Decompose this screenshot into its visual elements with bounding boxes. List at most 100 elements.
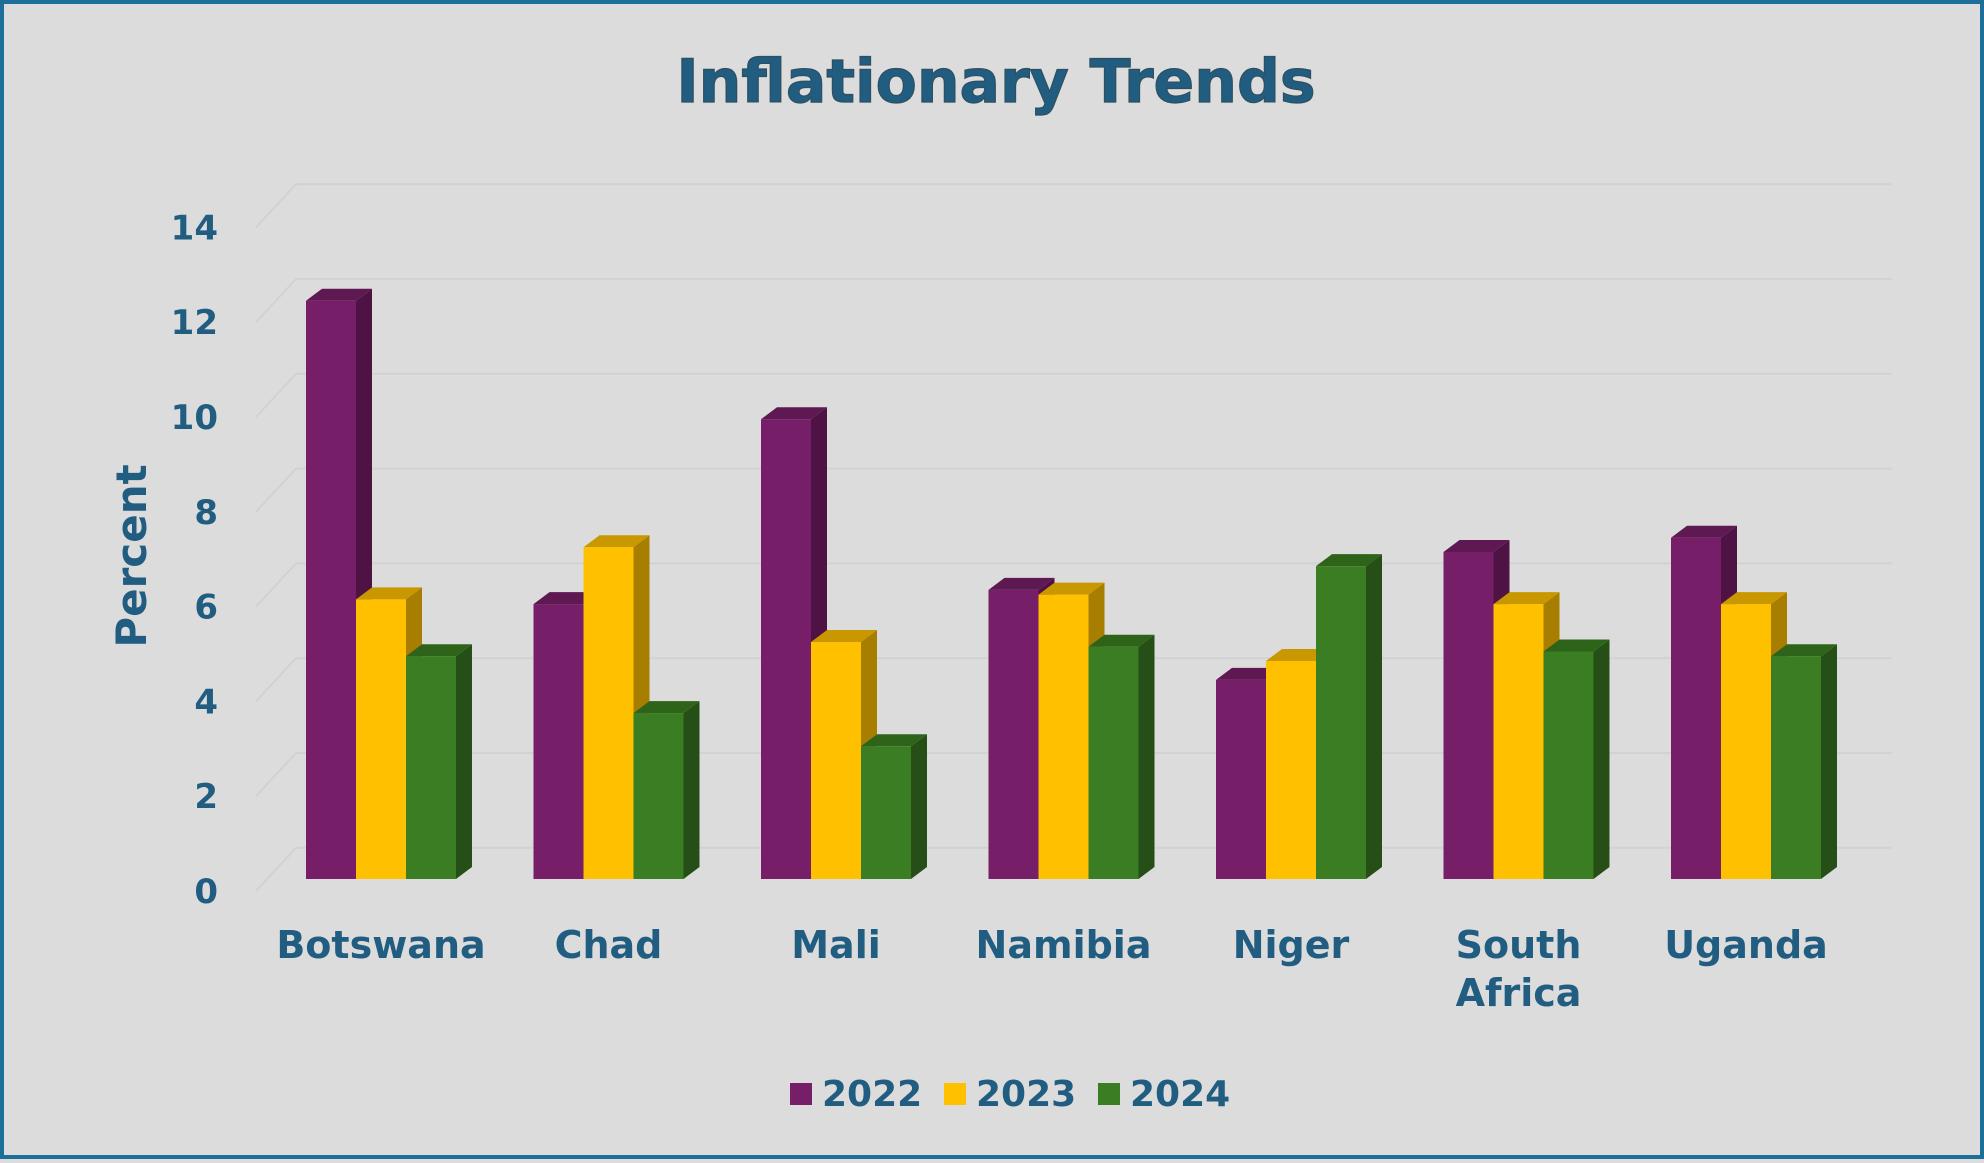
gridline-diagonal [255, 373, 297, 418]
bar-front [1316, 566, 1366, 879]
x-tick-label: Botswana [276, 923, 485, 967]
bar-top [811, 630, 877, 642]
gridline-diagonal [255, 847, 297, 892]
bar-top [988, 577, 1055, 590]
legend-item-2024: 2024 [1098, 1074, 1230, 1115]
bar-front [1771, 656, 1821, 879]
bar-front [583, 547, 634, 879]
bar-side [456, 644, 472, 879]
y-axis-ticks: 0 2 4 6 8 10 12 14 [171, 208, 218, 912]
bar-side [683, 701, 700, 879]
gridline-diagonal [255, 657, 297, 703]
gridline-diagonal [255, 752, 297, 797]
bar-top [1266, 648, 1332, 661]
x-tick-label-line: Africa [1456, 971, 1582, 1015]
bar-2024-mali [861, 734, 927, 879]
bar-side [1593, 639, 1610, 879]
chart-title: Inflationary Trends [676, 47, 1315, 117]
y-tick-label: 14 [171, 208, 218, 248]
bar-front [811, 642, 861, 879]
x-axis-ticks: Botswana Chad Mali Namibia Niger South Africa U… [276, 923, 1827, 1015]
bar-front [761, 419, 811, 879]
bar-front [1216, 679, 1266, 879]
x-tick-label: Uganda [1664, 923, 1828, 967]
bar-top [1771, 644, 1837, 657]
bar-top [1493, 592, 1560, 605]
x-tick-label-line: Mali [791, 923, 881, 967]
bar-top [356, 587, 422, 600]
x-tick-label-line: Chad [555, 923, 663, 967]
bar-front [1266, 660, 1316, 879]
y-tick-label: 12 [171, 303, 218, 343]
legend: 2022 2023 2024 [790, 1074, 1230, 1115]
bar-top [1671, 525, 1737, 538]
bar-2024-niger [1316, 554, 1382, 879]
y-tick-label: 2 [194, 777, 218, 817]
y-tick-label: 0 [194, 872, 218, 912]
legend-label: 2023 [976, 1074, 1076, 1115]
bar-front [1088, 646, 1139, 879]
bar-top [583, 535, 650, 548]
bar-front [1721, 604, 1771, 879]
bar-top [861, 734, 927, 747]
y-tick-label: 4 [194, 682, 218, 722]
bar-2024-botswana [406, 644, 472, 879]
bar-front [406, 656, 456, 879]
bars [306, 288, 1837, 880]
bar-top [1216, 667, 1282, 680]
chart-canvas: 0 2 4 6 8 10 12 14 Botswana Chad Mali Namibia Niger… [107, 46, 1892, 1115]
x-tick-label-line: Niger [1233, 923, 1350, 967]
bar-side [1366, 554, 1382, 879]
bar-2024-namibia [1088, 634, 1155, 879]
bar-front [1543, 651, 1594, 879]
bar-front [533, 604, 584, 879]
x-tick-label: Mali [791, 923, 881, 967]
x-tick-label: South Africa [1456, 923, 1582, 1015]
bar-top [533, 592, 600, 605]
bar-top [1721, 592, 1787, 605]
bar-top [1543, 639, 1610, 652]
legend-swatch [790, 1083, 812, 1105]
legend-item-2023: 2023 [944, 1074, 1076, 1115]
bar-2024-south-africa [1543, 639, 1610, 879]
bar-top [1088, 634, 1155, 647]
bar-front [633, 713, 684, 879]
legend-swatch [1098, 1083, 1120, 1105]
bar-front [861, 746, 911, 879]
bar-side [1138, 634, 1155, 879]
bar-front [1443, 551, 1494, 879]
bar-front [1038, 594, 1089, 879]
bar-top [633, 701, 700, 714]
x-tick-label-line: Namibia [976, 923, 1152, 967]
x-tick-label: Chad [555, 923, 663, 967]
bar-top [406, 644, 472, 657]
bar-top [1443, 539, 1510, 552]
bar-2024-uganda [1771, 644, 1837, 879]
y-tick-label: 6 [194, 588, 218, 628]
y-tick-label: 8 [194, 493, 218, 533]
legend-label: 2022 [822, 1074, 922, 1115]
legend-item-2022: 2022 [790, 1074, 922, 1115]
bar-top [306, 288, 372, 301]
legend-swatch [944, 1083, 966, 1105]
bar-side [1821, 644, 1837, 879]
x-tick-label: Namibia [976, 923, 1152, 967]
gridline-diagonal [255, 183, 297, 229]
gridline-diagonal [255, 467, 297, 513]
x-tick-label: Niger [1233, 923, 1350, 967]
x-tick-label-line: Botswana [276, 923, 485, 967]
y-axis-label: Percent [107, 464, 156, 647]
bar-front [306, 300, 356, 880]
legend-label: 2024 [1130, 1074, 1230, 1115]
bar-top [1038, 582, 1105, 595]
gridline-diagonal [255, 278, 297, 323]
bar-front [1493, 604, 1544, 879]
bar-side [911, 734, 927, 879]
bar-front [988, 589, 1039, 879]
bar-front [356, 599, 406, 879]
bar-front [1671, 537, 1721, 879]
gridline-diagonal [255, 562, 297, 608]
x-tick-label-line: Uganda [1664, 923, 1828, 967]
x-tick-label-line: South [1456, 923, 1582, 967]
